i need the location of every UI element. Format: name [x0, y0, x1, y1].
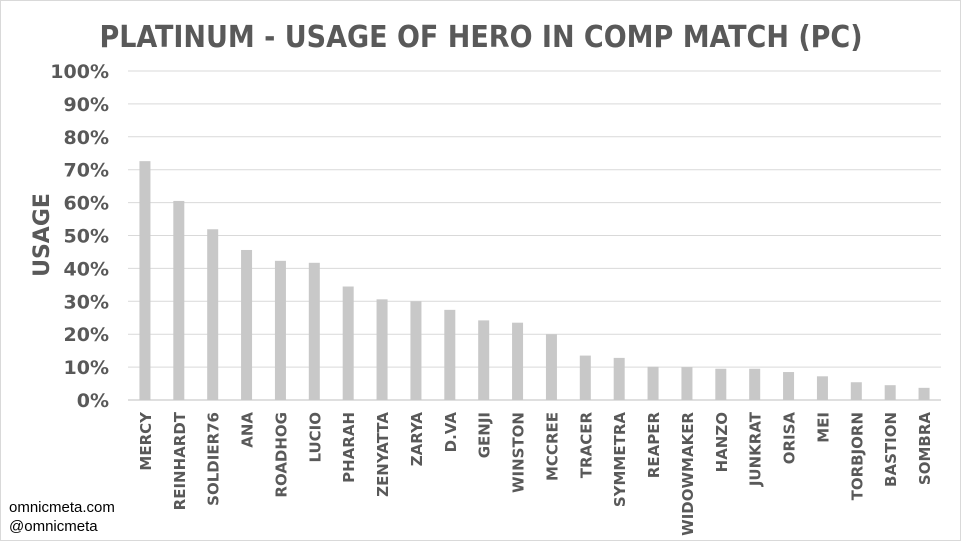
category-label: SOLDIER76	[205, 412, 223, 506]
category-label: WIDOWMAKER	[679, 412, 697, 536]
category-label: TORBJORN	[848, 412, 866, 500]
bar-lucio	[308, 262, 320, 400]
bar-soldier76	[207, 229, 219, 400]
bar-widowmaker	[681, 367, 693, 400]
y-tick-label: 40%	[64, 258, 109, 280]
bar-hanzo	[715, 368, 727, 400]
category-label: GENJI	[476, 412, 494, 458]
bar-junkrat	[749, 368, 761, 400]
y-tick-label: 60%	[64, 193, 109, 215]
bar-zenyatta	[376, 299, 388, 400]
y-axis-label: USAGE	[30, 193, 55, 277]
category-label: REAPER	[645, 412, 663, 479]
category-label: REINHARDT	[171, 411, 189, 510]
category-label: ZARYA	[408, 412, 426, 467]
bar-sombra	[918, 387, 930, 400]
y-tick-label: 80%	[64, 127, 109, 149]
bar-torbjorn	[850, 382, 862, 400]
bar-genji	[478, 320, 490, 400]
bar-roadhog	[274, 260, 286, 400]
bar-winston	[512, 322, 524, 400]
y-tick-label: 0%	[77, 390, 109, 412]
bar-symmetra	[613, 357, 625, 400]
category-label: SOMBRA	[916, 412, 934, 485]
credit-website: omnicmeta.com	[9, 499, 115, 516]
category-label: D.VA	[442, 412, 460, 453]
category-label: ANA	[239, 412, 257, 448]
chart-title: PLATINUM - USAGE OF HERO IN COMP MATCH (…	[99, 20, 862, 55]
bar-bastion	[884, 385, 896, 400]
category-label: ROADHOG	[272, 412, 290, 498]
category-label: ORISA	[781, 412, 799, 465]
category-label: MERCY	[137, 411, 155, 471]
category-label: MCCREE	[543, 412, 561, 481]
category-label: JUNKRAT	[747, 411, 765, 487]
y-tick-label: 50%	[64, 226, 109, 248]
y-tick-label: 10%	[64, 357, 109, 379]
category-label: TRACER	[577, 412, 595, 479]
y-tick-labels: 0% 10% 20% 30% 40% 50% 60% 70% 80% 90% 100%	[50, 61, 109, 412]
y-tick-label: 100%	[50, 61, 109, 83]
bar-d-va	[444, 309, 456, 400]
bar-zarya	[410, 301, 422, 400]
bar-tracer	[579, 355, 591, 400]
bar-pharah	[342, 286, 354, 400]
category-label: ZENYATTA	[374, 412, 392, 497]
bar-mei	[816, 376, 828, 400]
bar-reaper	[647, 366, 659, 400]
bars	[139, 161, 930, 400]
bar-orisa	[783, 372, 795, 400]
bar-mccree	[545, 334, 557, 400]
credit-handle: @omnicmeta	[9, 518, 98, 535]
category-label: HANZO	[713, 412, 731, 472]
y-tick-label: 20%	[64, 324, 109, 346]
y-tick-label: 30%	[64, 291, 109, 313]
bar-ana	[241, 249, 253, 400]
category-label: BASTION	[882, 412, 900, 487]
category-label: PHARAH	[340, 412, 358, 483]
category-label: LUCIO	[306, 412, 324, 463]
bar-mercy	[139, 161, 151, 400]
y-tick-label: 90%	[64, 94, 109, 116]
category-label: WINSTON	[510, 412, 528, 493]
gridlines	[128, 70, 941, 401]
category-label: SYMMETRA	[611, 412, 629, 508]
bar-reinhardt	[173, 200, 185, 400]
category-labels: MERCY REINHARDT SOLDIER76 ANA ROADHOG LUCIO PH…	[137, 411, 934, 536]
y-tick-label: 70%	[64, 160, 109, 182]
category-label: MEI	[814, 412, 832, 443]
